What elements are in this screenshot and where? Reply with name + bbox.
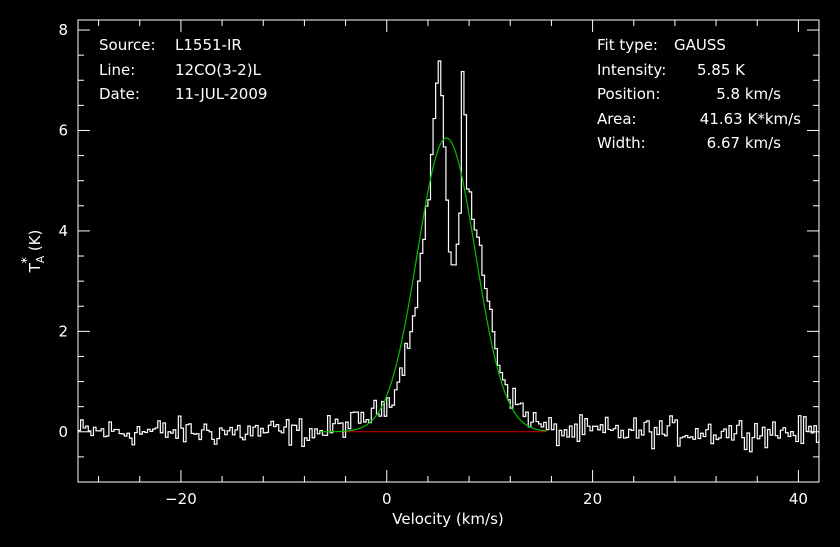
x-tick-label: 40 <box>789 490 808 508</box>
annotation-intensity-value: 5.85 K <box>697 61 746 79</box>
x-tick-label: −20 <box>165 490 197 508</box>
annotation-date-value: 11-JUL-2009 <box>175 85 267 103</box>
annotation-area-value: 41.63 K*km/s <box>700 110 801 128</box>
gaussian-fit-line <box>319 137 547 433</box>
y-tick-label: 6 <box>58 121 68 139</box>
axis-tick-labels: −20 0 20 40 0 2 4 6 8 <box>58 21 808 508</box>
annotation-intensity-label: Intensity: <box>597 61 666 79</box>
y-tick-label: 8 <box>58 21 68 39</box>
x-axis-title: Velocity (km/s) <box>392 510 503 528</box>
annotations-left: Source: L1551-IR Line: 12CO(3-2)L Date: … <box>99 36 267 103</box>
x-tick-label: 20 <box>583 490 602 508</box>
annotation-source-label: Source: <box>99 36 156 54</box>
annotation-source-value: L1551-IR <box>175 36 242 54</box>
y-axis-title-base: T <box>26 262 44 273</box>
axis-ticks <box>78 20 819 483</box>
y-axis-title-sup: * <box>20 257 35 264</box>
annotation-width-label: Width: <box>597 134 646 152</box>
y-tick-label: 0 <box>58 423 68 441</box>
annotation-position-value: 5.8 km/s <box>716 85 781 103</box>
annotation-area-label: Area: <box>597 110 637 128</box>
annotations-right: Fit type: GAUSS Intensity: 5.85 K Positi… <box>597 36 801 152</box>
x-tick-label: 0 <box>382 490 392 508</box>
annotation-width-value: 6.67 km/s <box>707 134 782 152</box>
y-axis-title-sub: A <box>34 255 47 263</box>
annotation-fittype-label: Fit type: <box>597 36 658 54</box>
y-axis-title-unit: (K) <box>26 230 44 252</box>
annotation-fittype-value: GAUSS <box>674 36 726 54</box>
annotation-line-label: Line: <box>99 61 135 79</box>
y-axis-title: TA* (K) <box>20 230 47 274</box>
annotation-line-value: 12CO(3-2)L <box>175 61 262 79</box>
y-tick-label: 2 <box>58 322 68 340</box>
spectrum-line <box>78 60 820 453</box>
annotation-position-label: Position: <box>597 85 660 103</box>
annotation-date-label: Date: <box>99 85 140 103</box>
svg-text:TA*(K): TA* (K) <box>20 230 47 274</box>
y-tick-label: 4 <box>58 222 68 240</box>
plot-frame <box>77 19 820 483</box>
